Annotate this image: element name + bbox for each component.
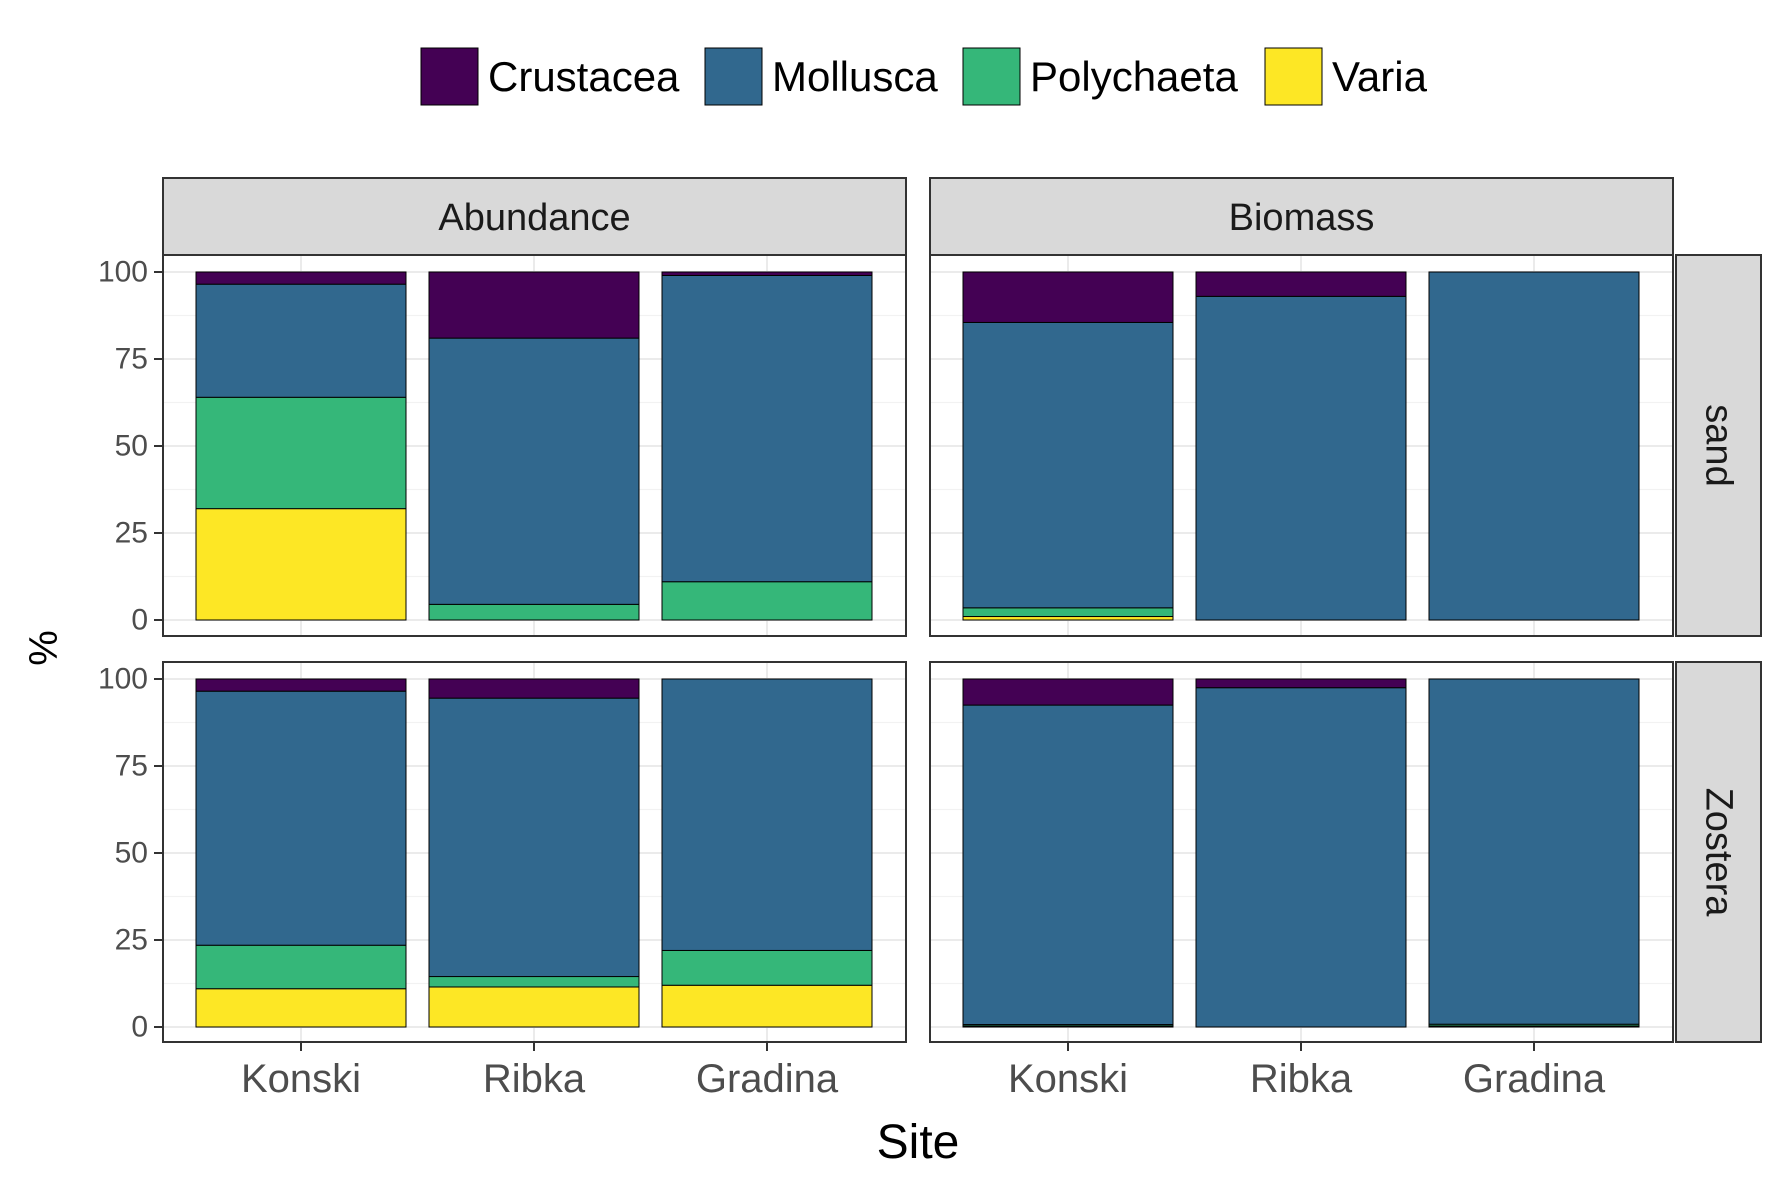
bar-abundance-sand-gradina-crustacea — [661, 271, 873, 276]
x-tick-label-konski: Konski — [241, 1057, 361, 1101]
bar-abundance-zostera-konski-mollusca — [195, 690, 407, 946]
bar-abundance-sand-konski-polychaeta — [195, 396, 407, 510]
bar-biomass-sand-gradina-mollusca — [1428, 271, 1640, 621]
y-tick-label: 50 — [115, 430, 148, 463]
bar-abundance-sand-konski-varia — [195, 508, 407, 621]
x-tick-label-ribka: Ribka — [483, 1057, 586, 1101]
bar-biomass-sand-konski-mollusca — [962, 321, 1174, 609]
y-tick-label: 25 — [115, 517, 148, 550]
bar-biomass-zostera-konski-mollusca — [962, 704, 1174, 1026]
y-tick-label: 25 — [115, 924, 148, 957]
legend-label-mollusca: Mollusca — [772, 53, 938, 100]
y-tick-label: 75 — [115, 750, 148, 783]
bar-abundance-sand-ribka-polychaeta — [428, 603, 640, 621]
facet-label-sand: sand — [1698, 404, 1740, 486]
x-tick-label-ribka: Ribka — [1250, 1057, 1353, 1101]
y-tick-label: 75 — [115, 343, 148, 376]
bar-abundance-sand-konski-mollusca — [195, 283, 407, 398]
facet-strip-zostera — [1675, 661, 1762, 1043]
bar-biomass-zostera-gradina-mollusca — [1428, 678, 1640, 1025]
bar-abundance-zostera-konski-varia — [195, 988, 407, 1028]
facet-label-abundance: Abundance — [438, 197, 630, 239]
y-tick-label: 0 — [131, 1011, 148, 1044]
bar-biomass-zostera-ribka-crustacea — [1195, 678, 1407, 689]
bar-biomass-sand-konski-crustacea — [962, 271, 1174, 323]
y-tick-label: 100 — [98, 663, 148, 696]
bar-abundance-zostera-ribka-crustacea — [428, 678, 640, 699]
panel-border — [929, 254, 1674, 637]
legend-key-crustacea — [420, 47, 479, 106]
bar-abundance-zostera-gradina-varia — [661, 984, 873, 1028]
bar-abundance-zostera-ribka-varia — [428, 986, 640, 1028]
bar-abundance-sand-ribka-mollusca — [428, 337, 640, 605]
bar-abundance-sand-konski-crustacea — [195, 271, 407, 285]
bar-abundance-zostera-ribka-polychaeta — [428, 976, 640, 988]
legend-key-polychaeta — [962, 47, 1021, 106]
bar-abundance-sand-gradina-polychaeta — [661, 581, 873, 621]
legend-label-polychaeta: Polychaeta — [1030, 53, 1238, 100]
facet-strip-sand — [1675, 254, 1762, 637]
bar-abundance-zostera-ribka-mollusca — [428, 697, 640, 978]
y-axis-title: % — [22, 630, 66, 666]
y-tick-label: 100 — [98, 256, 148, 289]
bar-biomass-sand-ribka-mollusca — [1195, 295, 1407, 621]
y-tick-label: 50 — [115, 837, 148, 870]
bar-biomass-zostera-ribka-mollusca — [1195, 687, 1407, 1028]
facet-label-biomass: Biomass — [1229, 197, 1375, 239]
bar-abundance-sand-ribka-crustacea — [428, 271, 640, 339]
bar-abundance-zostera-konski-crustacea — [195, 678, 407, 692]
x-axis-title: Site — [877, 1116, 960, 1169]
bar-biomass-zostera-konski-crustacea — [962, 678, 1174, 706]
bar-abundance-zostera-gradina-mollusca — [661, 678, 873, 951]
legend-key-varia — [1264, 47, 1323, 106]
legend-label-crustacea: Crustacea — [488, 53, 680, 100]
bar-biomass-sand-ribka-crustacea — [1195, 271, 1407, 297]
bar-biomass-sand-konski-polychaeta — [962, 607, 1174, 618]
bar-biomass-sand-konski-varia — [962, 616, 1174, 621]
x-tick-label-konski: Konski — [1008, 1057, 1128, 1101]
facet-strip-abundance — [162, 177, 907, 256]
bar-abundance-zostera-konski-polychaeta — [195, 944, 407, 990]
facet-strip-biomass — [929, 177, 1674, 256]
legend-label-varia: Varia — [1332, 53, 1428, 100]
y-tick-label: 0 — [131, 604, 148, 637]
facet-label-zostera: Zostera — [1698, 788, 1740, 918]
bar-abundance-sand-gradina-mollusca — [661, 274, 873, 583]
x-tick-label-gradina: Gradina — [696, 1057, 839, 1101]
bar-abundance-zostera-gradina-polychaeta — [661, 949, 873, 986]
legend-key-mollusca — [704, 47, 763, 106]
x-tick-label-gradina: Gradina — [1463, 1057, 1606, 1101]
